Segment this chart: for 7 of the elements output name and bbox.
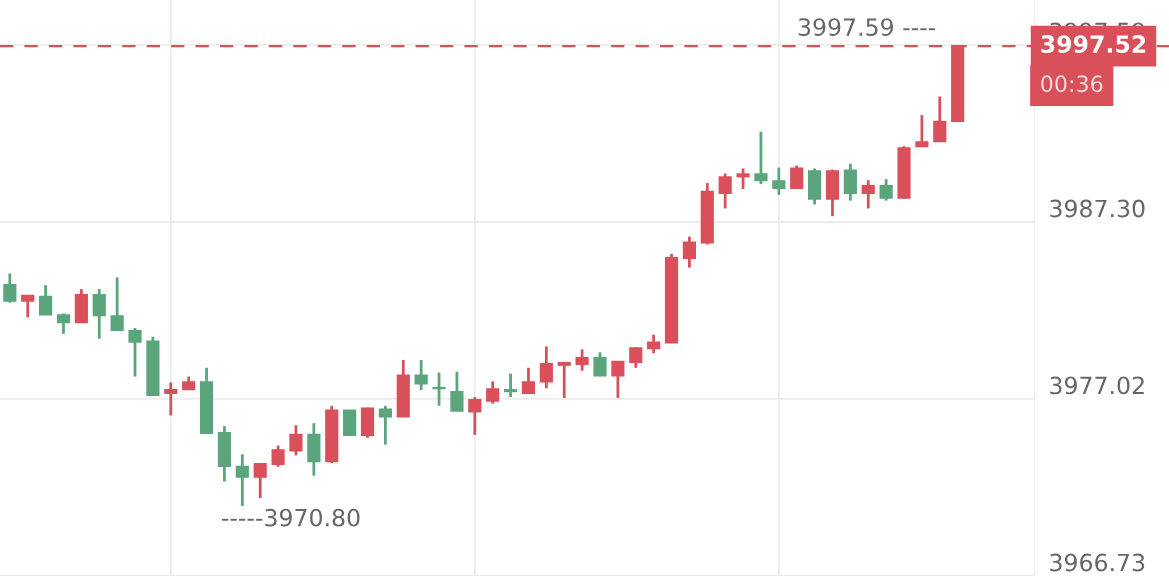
annotation: 3997.59 ---- xyxy=(798,18,936,37)
text: 00:36 xyxy=(1041,75,1103,93)
y-tick-label: 3977.02 xyxy=(1050,376,1144,395)
y-tick-label: 3987.30 xyxy=(1050,199,1145,218)
annotation: -----3970.80 xyxy=(222,508,360,527)
ref-line-label: 3997.52 xyxy=(1041,35,1146,53)
y-tick-label: 3966.73 xyxy=(1050,553,1145,572)
